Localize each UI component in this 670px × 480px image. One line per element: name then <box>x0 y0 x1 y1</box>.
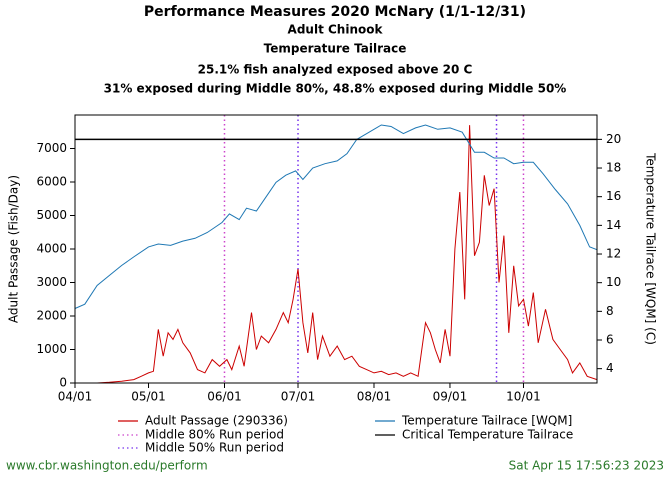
legend-label: Middle 80% Run period <box>145 428 284 442</box>
plot-frame <box>74 114 598 384</box>
x-tick-label: 08/01 <box>357 390 392 404</box>
x-tick-label: 04/01 <box>58 390 93 404</box>
footer-date: Sat Apr 15 17:56:23 2023 <box>509 459 664 473</box>
y-axis-label: Adult Passage (Fish/Day) <box>7 175 21 323</box>
subtitle: Adult Chinook <box>288 23 384 37</box>
legend-label: Critical Temperature Tailrace <box>402 428 573 442</box>
y-tick-label: 0 <box>59 376 67 390</box>
y2-tick-label: 14 <box>606 218 621 232</box>
chart-title: Performance Measures 2020 McNary (1/1-12… <box>144 4 526 20</box>
y-tick-label: 5000 <box>36 208 67 222</box>
x-tick-label: 10/01 <box>506 390 541 404</box>
subtitle: Temperature Tailrace <box>264 42 407 56</box>
y2-tick-label: 6 <box>606 333 614 347</box>
footer-url: www.cbr.washington.edu/perform <box>6 459 208 473</box>
series-line <box>97 125 598 384</box>
series-line <box>74 124 598 309</box>
subtitle: 31% exposed during Middle 80%, 48.8% exp… <box>104 82 567 96</box>
y2-tick-label: 10 <box>606 275 621 289</box>
x-tick-label: 06/01 <box>207 390 242 404</box>
y-tick-label: 7000 <box>36 141 67 155</box>
y2-tick-label: 4 <box>606 361 614 375</box>
legend-label: Middle 50% Run period <box>145 441 284 455</box>
subtitle: 25.1% fish analyzed exposed above 20 C <box>198 63 473 77</box>
y-tick-label: 2000 <box>36 309 67 323</box>
y-tick-label: 1000 <box>36 342 67 356</box>
legend-label: Adult Passage (290336) <box>145 414 288 428</box>
y-tick-label: 3000 <box>36 275 67 289</box>
legend-label: Temperature Tailrace [WQM] <box>401 414 572 428</box>
y2-tick-label: 12 <box>606 247 621 261</box>
y2-tick-label: 20 <box>606 132 621 146</box>
x-tick-label: 05/01 <box>131 390 166 404</box>
y2-tick-label: 8 <box>606 304 614 318</box>
y2-tick-label: 16 <box>606 189 621 203</box>
y2-axis-label: Temperature Tailrace [WQM] (C) <box>644 152 658 345</box>
y-tick-label: 6000 <box>36 175 67 189</box>
x-tick-label: 07/01 <box>281 390 316 404</box>
x-tick-label: 09/01 <box>433 390 468 404</box>
y2-tick-label: 18 <box>606 161 621 175</box>
y-tick-label: 4000 <box>36 242 67 256</box>
